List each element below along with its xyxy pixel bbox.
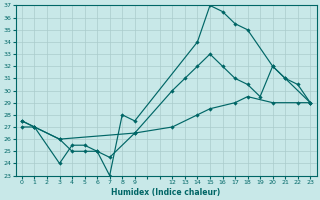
X-axis label: Humidex (Indice chaleur): Humidex (Indice chaleur) [111,188,221,197]
